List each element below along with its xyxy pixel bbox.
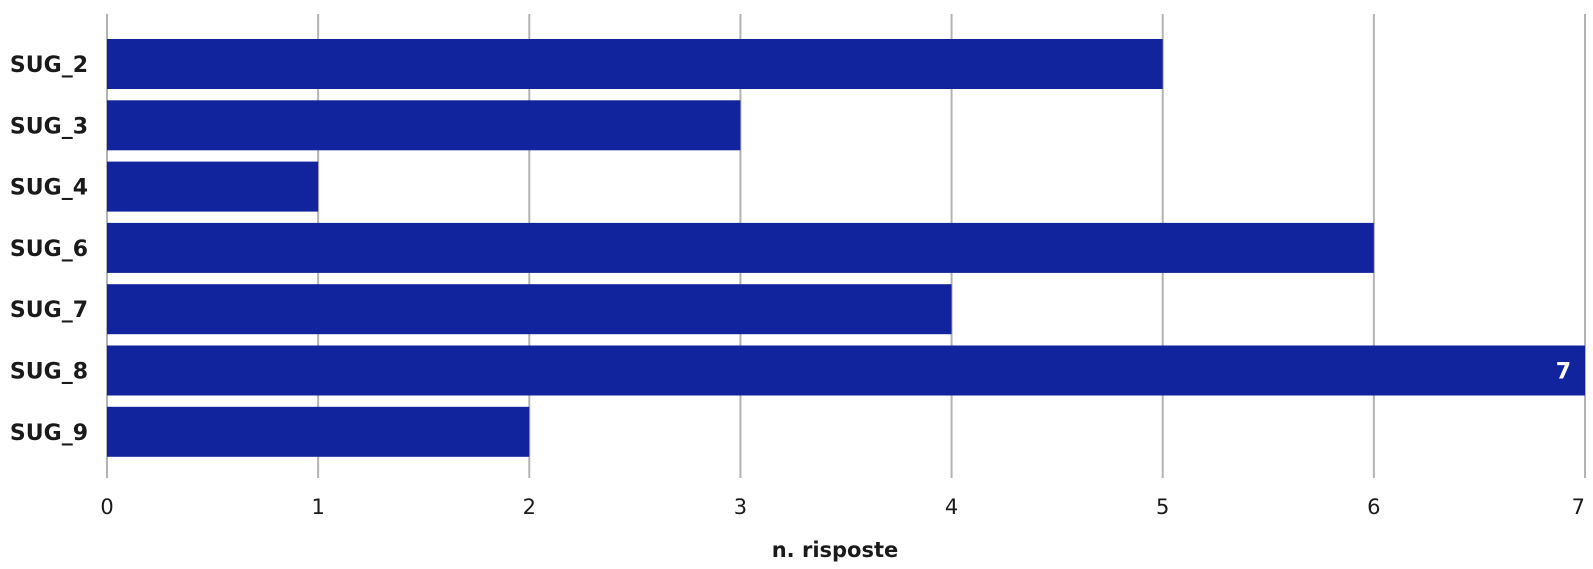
category-label: SUG_3 <box>10 114 88 139</box>
category-label: SUG_4 <box>10 176 88 201</box>
category-label: SUG_2 <box>10 53 88 78</box>
x-tick-label: 3 <box>734 495 747 519</box>
bar <box>107 345 1585 396</box>
x-tick-label: 5 <box>1156 495 1169 519</box>
data-label: 7 <box>1556 360 1571 385</box>
data-labels: 7 <box>1556 360 1571 385</box>
category-label: SUG_8 <box>10 360 88 385</box>
x-tick-label: 1 <box>311 495 324 519</box>
category-label: SUG_6 <box>10 237 88 262</box>
category-labels: SUG_2 SUG_3 SUG_4 SUG_6 SUG_7 SUG_8 SUG_9 <box>10 53 88 446</box>
x-axis-title: n. risposte <box>772 538 899 562</box>
bar <box>107 100 741 151</box>
x-tick-label: 7 <box>1572 495 1585 519</box>
bar <box>107 39 1163 89</box>
bars <box>107 39 1585 457</box>
category-label: SUG_9 <box>10 421 88 446</box>
bar <box>107 222 1374 273</box>
x-tick-label: 6 <box>1367 495 1380 519</box>
x-tick-label: 0 <box>100 495 113 519</box>
x-tick-label: 4 <box>945 495 958 519</box>
bar <box>107 161 319 212</box>
x-tick-label: 2 <box>523 495 536 519</box>
bar <box>107 406 530 457</box>
bar <box>107 284 952 335</box>
category-label: SUG_7 <box>10 298 88 323</box>
x-tick-labels: 0 1 2 3 4 5 6 7 <box>100 495 1585 519</box>
